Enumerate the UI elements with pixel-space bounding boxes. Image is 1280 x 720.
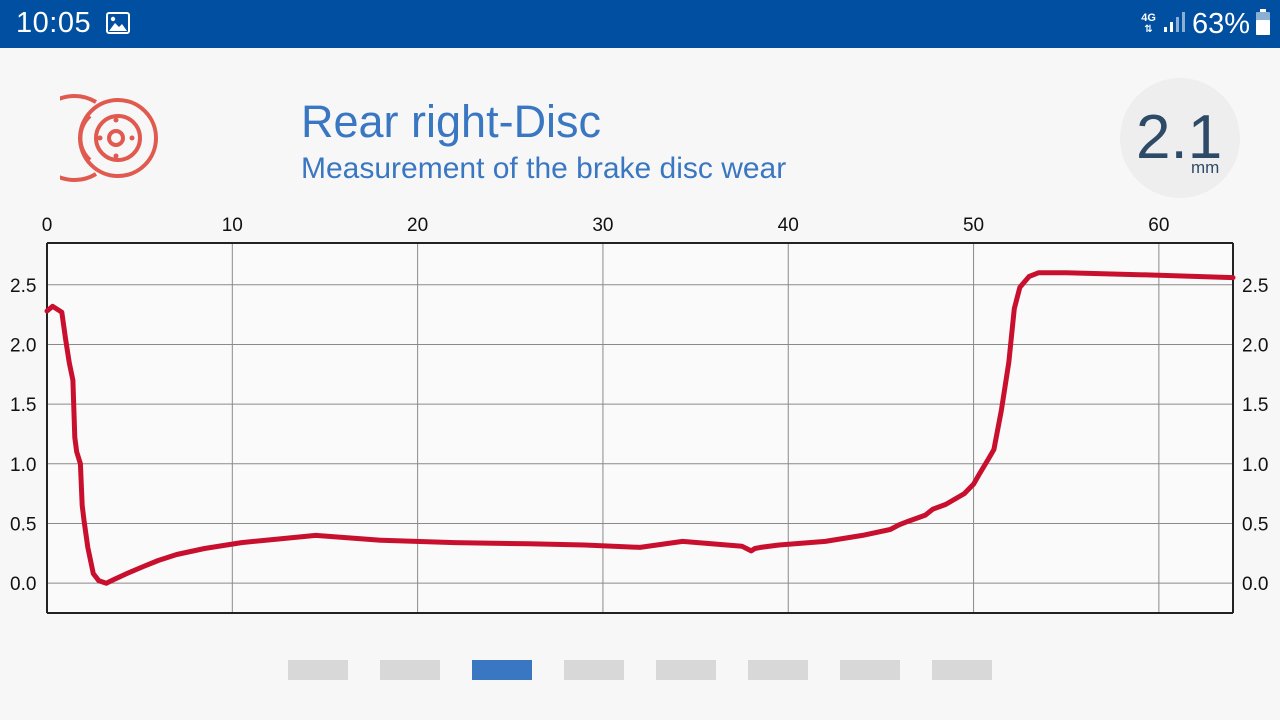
brake-disc-icon [30,92,160,189]
page-indicator-dot[interactable] [840,660,900,680]
y-tick-label-right: 1.0 [1242,455,1268,476]
x-tick-label: 30 [592,215,613,236]
status-time: 10:05 [16,7,92,39]
wear-series-line [44,270,1236,586]
y-tick-label-left: 2.5 [10,276,36,297]
page-indicator-dot[interactable] [288,660,348,680]
page-indicator-dot[interactable] [564,660,624,680]
x-tick-label: 60 [1148,215,1169,236]
y-tick-label-left: 1.5 [10,395,36,416]
battery-percent: 63% [1191,7,1250,40]
page-indicator-dot[interactable] [932,660,992,680]
page-indicator-dot[interactable] [656,660,716,680]
y-tick-label-right: 2.0 [1242,335,1268,356]
network-type: 4G [1141,12,1156,24]
network-indicator: 4G ⇅ [1141,12,1156,36]
status-right: 4G ⇅ 63% [1141,7,1270,41]
page-indicator-dot[interactable] [472,660,532,680]
y-tick-label-left: 0.0 [10,574,36,595]
y-tick-label-left: 0.5 [10,514,36,535]
y-tick-label-left: 1.0 [10,455,36,476]
status-bar: 10:05 4G ⇅ 63% [0,0,1280,48]
image-icon [106,12,130,39]
signal-icon [1162,10,1186,39]
x-tick-label: 50 [963,215,984,236]
battery-icon [1256,8,1270,40]
y-tick-label-right: 0.0 [1242,574,1268,595]
x-tick-label: 40 [778,215,799,236]
x-tick-label: 20 [407,215,428,236]
page-indicator-dot[interactable] [380,660,440,680]
page-indicator-dot[interactable] [748,660,808,680]
page-subtitle: Measurement of the brake disc wear [301,152,787,185]
measurement-value-badge: 2.1 mm [1120,78,1240,198]
data-arrows-icon: ⇅ [1144,24,1153,35]
measurement-unit: mm [1191,158,1220,177]
y-tick-label-left: 2.0 [10,335,36,356]
plot-area [47,243,1233,613]
y-tick-label-right: 1.5 [1242,395,1268,416]
y-tick-label-right: 0.5 [1242,514,1268,535]
x-tick-label: 0 [42,215,53,236]
wear-chart[interactable]: 0 10 20 30 40 50 60 0.0 0.0 0.5 0.5 1.0 1.0 1.5 1.5 2.0… [0,205,1280,625]
page-title: Rear right-Disc [301,96,602,147]
x-tick-label: 10 [222,215,243,236]
measurement-value: 2.1 [1136,103,1223,172]
y-tick-label-right: 2.5 [1242,276,1268,297]
page-indicator [288,660,1024,680]
